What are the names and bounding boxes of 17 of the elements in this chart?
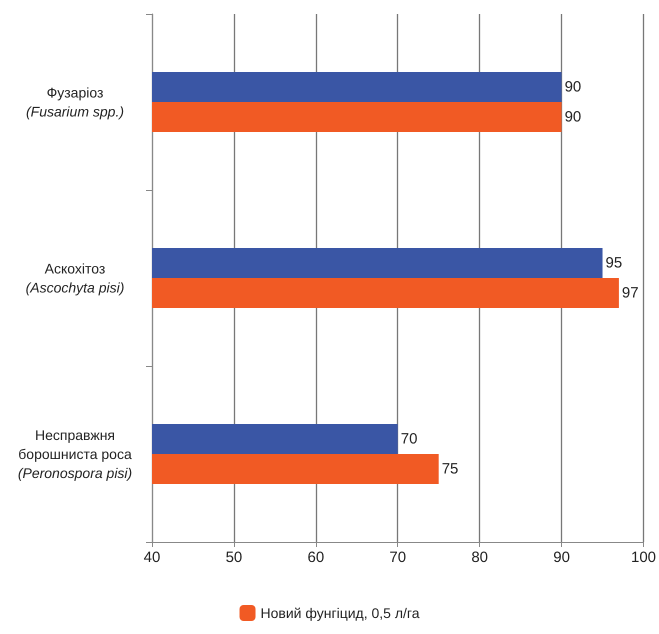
y-tick-label: Несправжня борошниста роса (Peronospora pisi) [18, 427, 132, 481]
x-tick-label: 70 [389, 549, 406, 566]
data-label: 70 [400, 430, 418, 448]
data-label: 97 [622, 284, 639, 302]
y-tick-label: Аскохітоз (Ascochyta pisi) [26, 260, 124, 296]
data-label: 90 [564, 78, 582, 96]
data-label: 90 [564, 108, 582, 126]
y-tick-label: Фузаріоз (Fusarium spp.) [26, 84, 124, 120]
data-label: 75 [442, 460, 458, 478]
x-tick-label: 80 [471, 549, 488, 566]
x-tick-label: 90 [553, 549, 570, 566]
x-tick-label: 100 [630, 549, 656, 566]
legend-label: Новий фунгіцид, 0,5 л/га [260, 605, 420, 621]
x-tick-label: 60 [307, 549, 324, 566]
x-tick-label: 50 [226, 549, 242, 566]
x-tick-label: 40 [144, 549, 160, 566]
data-label: 95 [606, 254, 622, 272]
